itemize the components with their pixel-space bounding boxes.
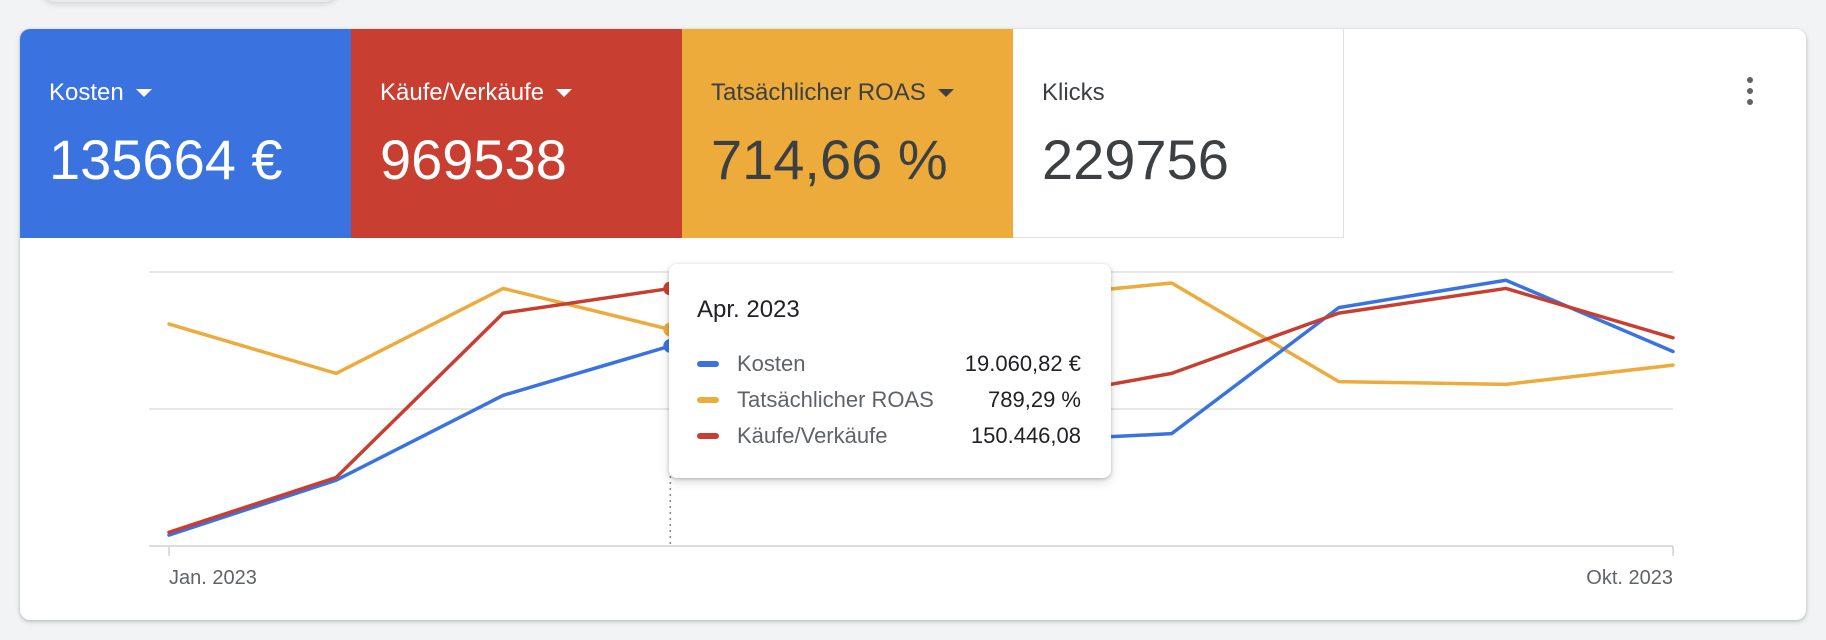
dropdown-arrow-icon — [556, 89, 573, 97]
tooltip-row: Tatsächlicher ROAS 789,29 % — [697, 382, 1081, 418]
chart-tooltip: Apr. 2023 Kosten 19.060,82 € Tatsächlich… — [669, 264, 1111, 478]
dropdown-arrow-icon — [135, 89, 152, 97]
tooltip-series-value: 19.060,82 € — [964, 351, 1081, 376]
x-tick-label: Okt. 2023 — [1586, 567, 1673, 589]
metric-value: 714,66 % — [711, 128, 948, 191]
metric-tiles: Kosten 135664 € Käufe/Verkäufe 969538 Ta… — [20, 29, 1344, 238]
dropdown-arrow-icon — [937, 89, 954, 97]
metric-value: 229756 — [1042, 128, 1229, 191]
x-tick-label: Jan. 2023 — [169, 567, 257, 589]
tooltip-series-value: 150.446,08 — [970, 423, 1081, 448]
metric-label: Kosten — [49, 78, 351, 108]
metric-value: 135664 € — [49, 128, 283, 191]
metric-tile-kosten[interactable]: Kosten 135664 € — [20, 29, 351, 238]
series-swatch-kosten — [697, 361, 719, 367]
metric-label: Klicks — [1042, 79, 1105, 106]
performance-card: Kosten 135664 € Käufe/Verkäufe 969538 Ta… — [20, 29, 1806, 620]
series-swatch-roas — [697, 397, 719, 403]
metric-label: Käufe/Verkäufe — [380, 78, 682, 108]
tooltip-row: Käufe/Verkäufe 150.446,08 — [697, 418, 1081, 454]
tooltip-title: Apr. 2023 — [697, 296, 800, 323]
top-tab-shadow — [40, 0, 340, 2]
tooltip-series-name: Tatsächlicher ROAS — [737, 387, 934, 412]
metric-tile-klicks[interactable]: Klicks 229756 — [1013, 29, 1344, 238]
tooltip-row: Kosten 19.060,82 € — [697, 346, 1081, 382]
metric-value: 969538 — [380, 128, 567, 191]
more-vert-icon[interactable] — [1738, 71, 1762, 111]
tooltip-series-name: Kosten — [737, 351, 806, 376]
metric-tile-roas[interactable]: Tatsächlicher ROAS 714,66 % — [682, 29, 1013, 238]
metric-label: Tatsächlicher ROAS — [711, 78, 1013, 108]
tooltip-series-value: 789,29 % — [988, 387, 1081, 412]
tooltip-series-name: Käufe/Verkäufe — [737, 423, 888, 448]
series-swatch-kaeufe — [697, 433, 719, 439]
metric-tile-kaeufe[interactable]: Käufe/Verkäufe 969538 — [351, 29, 682, 238]
